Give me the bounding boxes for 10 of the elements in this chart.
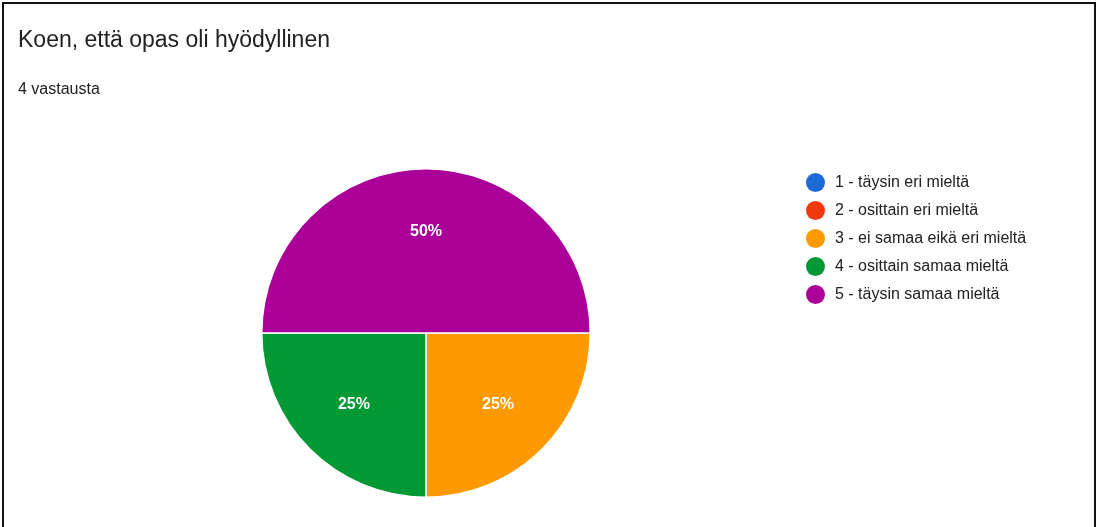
legend-label: 3 - ei samaa eikä eri mieltä [835,229,1027,247]
chart-title: Koen, että opas oli hyödyllinen [18,26,330,53]
legend-label: 1 - täysin eri mieltä [835,173,970,191]
data-label: 25% [337,395,371,413]
data-label: 50% [409,221,443,239]
legend-label: 2 - osittain eri mieltä [835,201,979,219]
legend-label: 4 - osittain samaa mieltä [835,257,1009,275]
text: 4 vastausta [18,80,100,98]
legend-label: 5 - täysin samaa mieltä [835,285,1000,303]
data-label: 25% [481,395,515,413]
